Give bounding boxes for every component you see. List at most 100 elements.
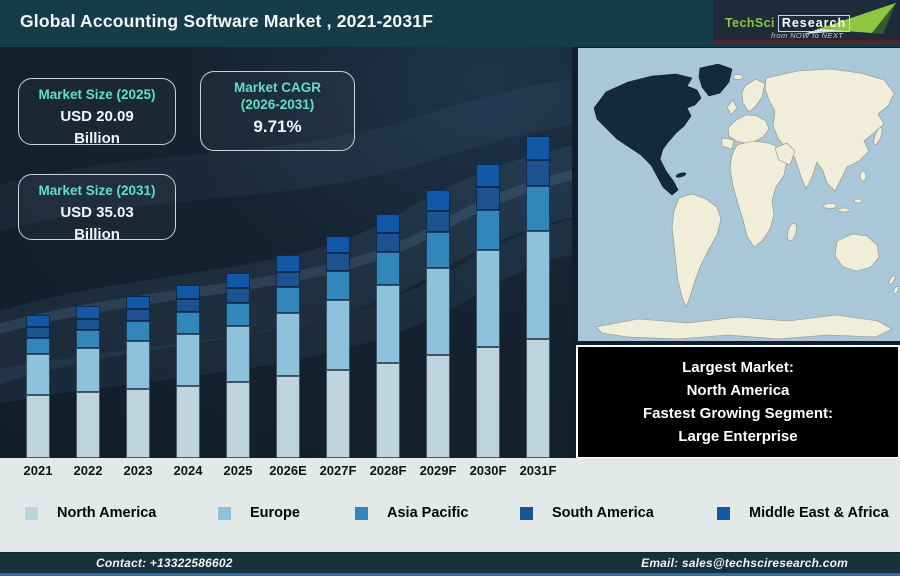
bar-2022 bbox=[76, 305, 100, 458]
islands-japan bbox=[873, 127, 883, 145]
x-axis-label-2023: 2023 bbox=[123, 463, 153, 478]
islands-caribbean-highlighted bbox=[675, 172, 687, 178]
bar-segment-2023-north-america bbox=[126, 388, 150, 458]
region-iberia bbox=[721, 137, 735, 150]
island-iceland bbox=[732, 74, 744, 80]
legend-swatch-north-america bbox=[25, 506, 38, 520]
bar-2026e bbox=[276, 255, 300, 458]
x-axis-label-2026e: 2026E bbox=[269, 463, 307, 478]
x-axis-label-2030f: 2030F bbox=[469, 463, 507, 478]
bar-2027f bbox=[326, 235, 350, 458]
bar-2029f bbox=[426, 190, 450, 458]
bar-segment-2030f-europe bbox=[476, 250, 500, 348]
bar-segment-2023-south-america bbox=[126, 309, 150, 322]
bar-segment-2027f-south-america bbox=[326, 253, 350, 271]
bar-segment-2029f-south-america bbox=[426, 211, 450, 233]
islands-new-zealand-1 bbox=[888, 275, 896, 285]
legend-label-north-america: North America bbox=[57, 505, 157, 521]
continent-south-america bbox=[671, 193, 722, 308]
bar-segment-2023-asia-pacific bbox=[126, 321, 150, 341]
bar-segment-2021-middle-east-africa bbox=[26, 315, 50, 328]
x-axis-label-2027f: 2027F bbox=[319, 463, 357, 478]
bar-segment-2030f-asia-pacific bbox=[476, 210, 500, 251]
island-greenland-highlighted bbox=[698, 63, 733, 97]
bar-segment-2022-south-america bbox=[76, 318, 100, 331]
bar-segment-2025-north-america bbox=[226, 381, 250, 458]
bar-segment-2022-middle-east-africa bbox=[76, 305, 100, 319]
legend-label-middle-east-africa: Middle East & Africa bbox=[749, 505, 889, 521]
logo-wordmark: TechSci Research bbox=[725, 15, 851, 32]
island-britain bbox=[726, 99, 738, 116]
legend-swatch-middle-east-africa bbox=[717, 506, 730, 520]
legend-item-middle-east-africa: Middle East & Africa bbox=[717, 502, 889, 524]
bar-segment-2028f-north-america bbox=[376, 362, 400, 458]
bar-segment-2028f-middle-east-africa bbox=[376, 214, 400, 234]
bar-segment-2021-north-america bbox=[26, 395, 50, 458]
legend-item-asia-pacific: Asia Pacific bbox=[355, 502, 468, 524]
bar-segment-2029f-europe bbox=[426, 268, 450, 356]
bar-segment-2031f-north-america bbox=[526, 338, 550, 458]
x-axis-label-2025: 2025 bbox=[223, 463, 253, 478]
fastest-segment-value: Large Enterprise bbox=[678, 428, 798, 445]
bar-segment-2022-north-america bbox=[76, 392, 100, 458]
bar-segment-2021-europe bbox=[26, 354, 50, 396]
bar-segment-2027f-asia-pacific bbox=[326, 270, 350, 300]
x-axis-label-2028f: 2028F bbox=[369, 463, 407, 478]
bar-2024 bbox=[176, 285, 200, 458]
legend-swatch-asia-pacific bbox=[355, 506, 368, 520]
page-title: Global Accounting Software Market , 2021… bbox=[20, 11, 434, 31]
islands-indonesia-1 bbox=[822, 203, 838, 209]
bar-segment-2030f-south-america bbox=[476, 186, 500, 211]
legend-label-south-america: South America bbox=[552, 505, 654, 521]
legend-item-europe: Europe bbox=[218, 502, 300, 524]
legend-label-asia-pacific: Asia Pacific bbox=[387, 505, 469, 521]
bar-segment-2030f-middle-east-africa bbox=[476, 164, 500, 187]
bar-segment-2025-europe bbox=[226, 325, 250, 382]
bar-segment-2026e-middle-east-africa bbox=[276, 255, 300, 272]
legend-item-south-america: South America bbox=[520, 502, 654, 524]
bar-2028f bbox=[376, 214, 400, 458]
bar-segment-2027f-europe bbox=[326, 299, 350, 370]
legend-swatch-europe bbox=[218, 506, 231, 520]
continent-australia bbox=[834, 233, 880, 272]
bar-segment-2024-europe bbox=[176, 333, 200, 386]
bar-segment-2023-middle-east-africa bbox=[126, 295, 150, 310]
bar-segment-2030f-north-america bbox=[476, 347, 500, 458]
bar-segment-2024-south-america bbox=[176, 299, 200, 313]
bar-segment-2026e-south-america bbox=[276, 271, 300, 288]
bar-segment-2021-asia-pacific bbox=[26, 337, 50, 355]
bar-segment-2024-middle-east-africa bbox=[176, 285, 200, 300]
region-arabia bbox=[774, 142, 796, 166]
bar-segment-2026e-asia-pacific bbox=[276, 287, 300, 314]
bar-segment-2028f-europe bbox=[376, 284, 400, 363]
islands-indonesia-2 bbox=[837, 207, 851, 213]
stat-value: 9.71% bbox=[253, 117, 302, 136]
bar-segment-2023-europe bbox=[126, 340, 150, 389]
footer-email: Email: sales@techsciresearch.com bbox=[641, 556, 848, 570]
header: Global Accounting Software Market , 2021… bbox=[0, 0, 900, 47]
x-axis-label-2024: 2024 bbox=[173, 463, 203, 478]
continent-antarctica bbox=[595, 314, 893, 340]
logo-arrow-icon bbox=[804, 3, 896, 34]
continent-asia bbox=[764, 68, 895, 192]
stat-value: USD 35.03 Billion bbox=[60, 204, 134, 243]
logo-tagline: from NOW to NEXT bbox=[771, 31, 844, 40]
bar-segment-2025-south-america bbox=[226, 288, 250, 303]
stat-box-market-size-2025: Market Size (2025) USD 20.09 Billion bbox=[18, 78, 176, 147]
stat-box-cagr: Market CAGR (2026-2031) 9.71% bbox=[200, 71, 355, 151]
bar-2023 bbox=[126, 295, 150, 458]
x-axis-label-2021: 2021 bbox=[23, 463, 53, 478]
largest-market-value: North America bbox=[686, 382, 790, 399]
techsci-logo: TechSci Research from NOW to NEXT bbox=[713, 0, 900, 43]
continent-europe bbox=[727, 114, 770, 144]
stat-title: Market Size (2025) bbox=[38, 87, 156, 102]
market-highlights-box: Largest Market: North America Fastest Gr… bbox=[576, 345, 900, 459]
footer: Contact: +13322586602 Email: sales@techs… bbox=[0, 552, 900, 576]
legend-swatch-south-america bbox=[520, 506, 533, 520]
largest-market-label: Largest Market: bbox=[682, 359, 794, 376]
logo-brand-first: TechSci bbox=[725, 16, 775, 30]
bar-segment-2029f-middle-east-africa bbox=[426, 190, 450, 212]
region-scandinavia bbox=[741, 78, 766, 113]
stat-title: Market Size (2031) bbox=[38, 183, 156, 198]
logo-brand-second: Research bbox=[777, 15, 851, 32]
